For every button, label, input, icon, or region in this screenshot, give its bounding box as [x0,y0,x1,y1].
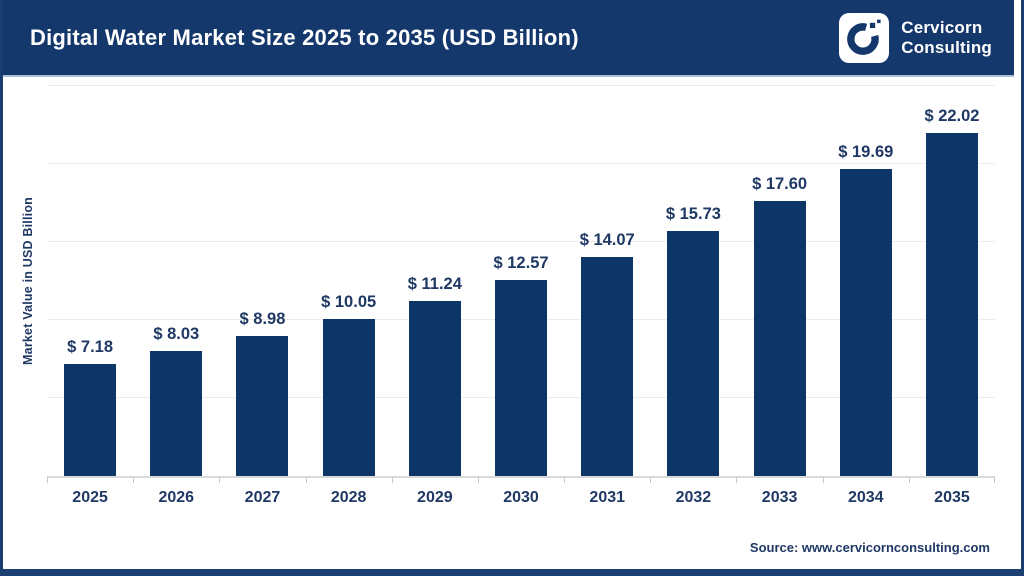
bar-2031 [581,256,634,476]
x-axis-tick [994,477,995,483]
bar-value-label: $ 12.57 [493,253,549,272]
page-title: Digital Water Market Size 2025 to 2035 (… [30,24,579,50]
plot-area: $ 7.18 $ 8.03 $ 8.98 $ 10.05 $ 11.24 $ 12.57 $… [47,85,995,478]
x-axis-tick [477,477,479,483]
bar-value-label: $ 22.02 [924,106,980,125]
x-axis-tick [391,477,393,483]
x-axis-tick [736,477,738,483]
bar-2034 [839,168,892,476]
x-ticks [47,477,995,484]
bars: $ 7.18 $ 8.03 $ 8.98 $ 10.05 $ 11.24 $ 12.57 $… [47,86,995,476]
x-axis-label-2025: 2025 [72,489,108,506]
x-axis-label-2026: 2026 [158,489,195,506]
bar-column-2026: $ 8.03 [133,86,219,476]
bar-2026 [150,350,203,476]
y-axis-title: Market Value in USD Billion [21,197,35,365]
x-axis-label-2028: 2028 [330,489,367,506]
brand-name-line2: Consulting [901,37,992,57]
x-axis-label-2030: 2030 [503,489,539,506]
bar-value-label: $ 8.03 [153,324,200,343]
gridline [47,85,995,86]
x-axis-label-2033: 2033 [761,489,798,506]
bar-2025 [64,364,117,476]
bar-2030 [495,279,548,476]
bar-2033 [753,201,806,476]
x-axis-label-2027: 2027 [244,489,281,506]
bar-column-2032: $ 15.73 [650,86,736,476]
gridline [47,241,995,242]
bar-value-label: $ 10.05 [321,293,377,312]
bar-2032 [667,230,720,476]
source-text: Source: www.cervicornconsulting.com [749,540,990,555]
bar-column-2027: $ 8.98 [219,86,305,476]
bar-column-2035: $ 22.02 [909,86,995,476]
x-axis-tick [908,477,910,483]
x-axis-tick [219,477,221,483]
bar-column-2029: $ 11.24 [392,86,478,476]
x-axis-tick [822,477,824,483]
cervicorn-logo-icon [839,12,890,63]
gridline [47,163,995,164]
x-axis-tick [305,477,307,483]
brand-name: Cervicorn Consulting [901,18,992,56]
bar-value-label: $ 8.98 [239,309,286,328]
x-axis-tick [564,477,566,483]
bar-value-label: $ 17.60 [752,175,808,194]
x-axis-label-2031: 2031 [589,489,626,506]
x-labels: 2025 2026 2027 2028 2029 2030 2031 2032 2033 2034… [47,489,995,507]
bar-column-2031: $ 14.07 [564,86,650,476]
bar-2028 [322,319,375,476]
x-axis-tick [650,477,652,483]
bar-2027 [236,335,289,476]
x-axis-label-2035: 2035 [934,489,970,506]
bar-2029 [408,300,461,476]
bar-column-2033: $ 17.60 [737,86,823,476]
bar-value-label: $ 7.18 [67,338,114,356]
x-axis-label-2029: 2029 [417,489,453,506]
bar-column-2028: $ 10.05 [306,86,392,476]
bar-column-2030: $ 12.57 [478,86,564,476]
bar-value-label: $ 19.69 [838,142,894,161]
bar-2035 [925,132,978,476]
x-axis-label-2034: 2034 [847,489,884,506]
header: Digital Water Market Size 2025 to 2035 (… [3,0,1014,77]
bar-value-label: $ 11.24 [407,274,462,293]
x-axis-tick [47,477,48,483]
bar-column-2025: $ 7.18 [47,86,133,476]
bar-column-2034: $ 19.69 [823,86,909,476]
brand-logo: Cervicorn Consulting [839,12,992,63]
bar-value-label: $ 15.73 [665,204,721,223]
x-axis-tick [133,477,135,483]
bar-value-label: $ 14.07 [579,230,635,249]
x-axis-label-2032: 2032 [675,489,712,506]
brand-name-line1: Cervicorn [901,18,983,38]
